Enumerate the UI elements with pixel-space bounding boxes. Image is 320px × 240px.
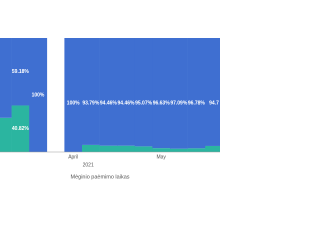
bar-segment — [29, 38, 48, 152]
bar-segment — [152, 38, 171, 149]
bar-segment — [205, 38, 220, 146]
bar-segment — [117, 145, 136, 152]
x-tick-sublabel: 2021 — [83, 162, 94, 168]
bar-segment — [0, 117, 12, 152]
bar-segment — [170, 148, 188, 152]
bar-segment — [11, 38, 30, 106]
bar-segment — [99, 145, 118, 152]
bar-segment — [11, 105, 30, 152]
value-label: 96.63% — [153, 100, 171, 106]
bar-segment — [205, 145, 220, 152]
bar-segment — [117, 38, 136, 146]
bar-segment — [82, 144, 100, 152]
value-label: 100% — [32, 92, 45, 98]
bar-segment — [134, 38, 153, 147]
x-axis-title: Mėginio paėmimo laikas — [71, 174, 130, 180]
x-tick-label: April — [68, 154, 78, 160]
bar-segment — [82, 38, 100, 145]
value-label: 94.7 — [209, 100, 219, 106]
bar-segment — [99, 38, 118, 146]
x-tick-label: May — [156, 154, 166, 160]
value-label: 97.09% — [170, 100, 188, 106]
value-label: 94.46% — [118, 100, 136, 106]
bar-segment — [170, 38, 188, 149]
value-label: 100% — [67, 100, 80, 106]
value-label: 59.18% — [12, 69, 30, 75]
bar-segment — [152, 148, 171, 152]
bar-segment — [187, 38, 206, 149]
value-label: 40.82% — [12, 126, 30, 132]
value-label: 94.46% — [100, 100, 118, 106]
value-label: 93.79% — [82, 100, 100, 106]
bar-segment — [134, 146, 153, 152]
value-label: 95.07% — [135, 100, 153, 106]
bar-segment — [64, 38, 83, 152]
bar-segment — [0, 38, 12, 118]
value-label: 96.78% — [188, 100, 206, 106]
bar-segment — [187, 148, 206, 152]
